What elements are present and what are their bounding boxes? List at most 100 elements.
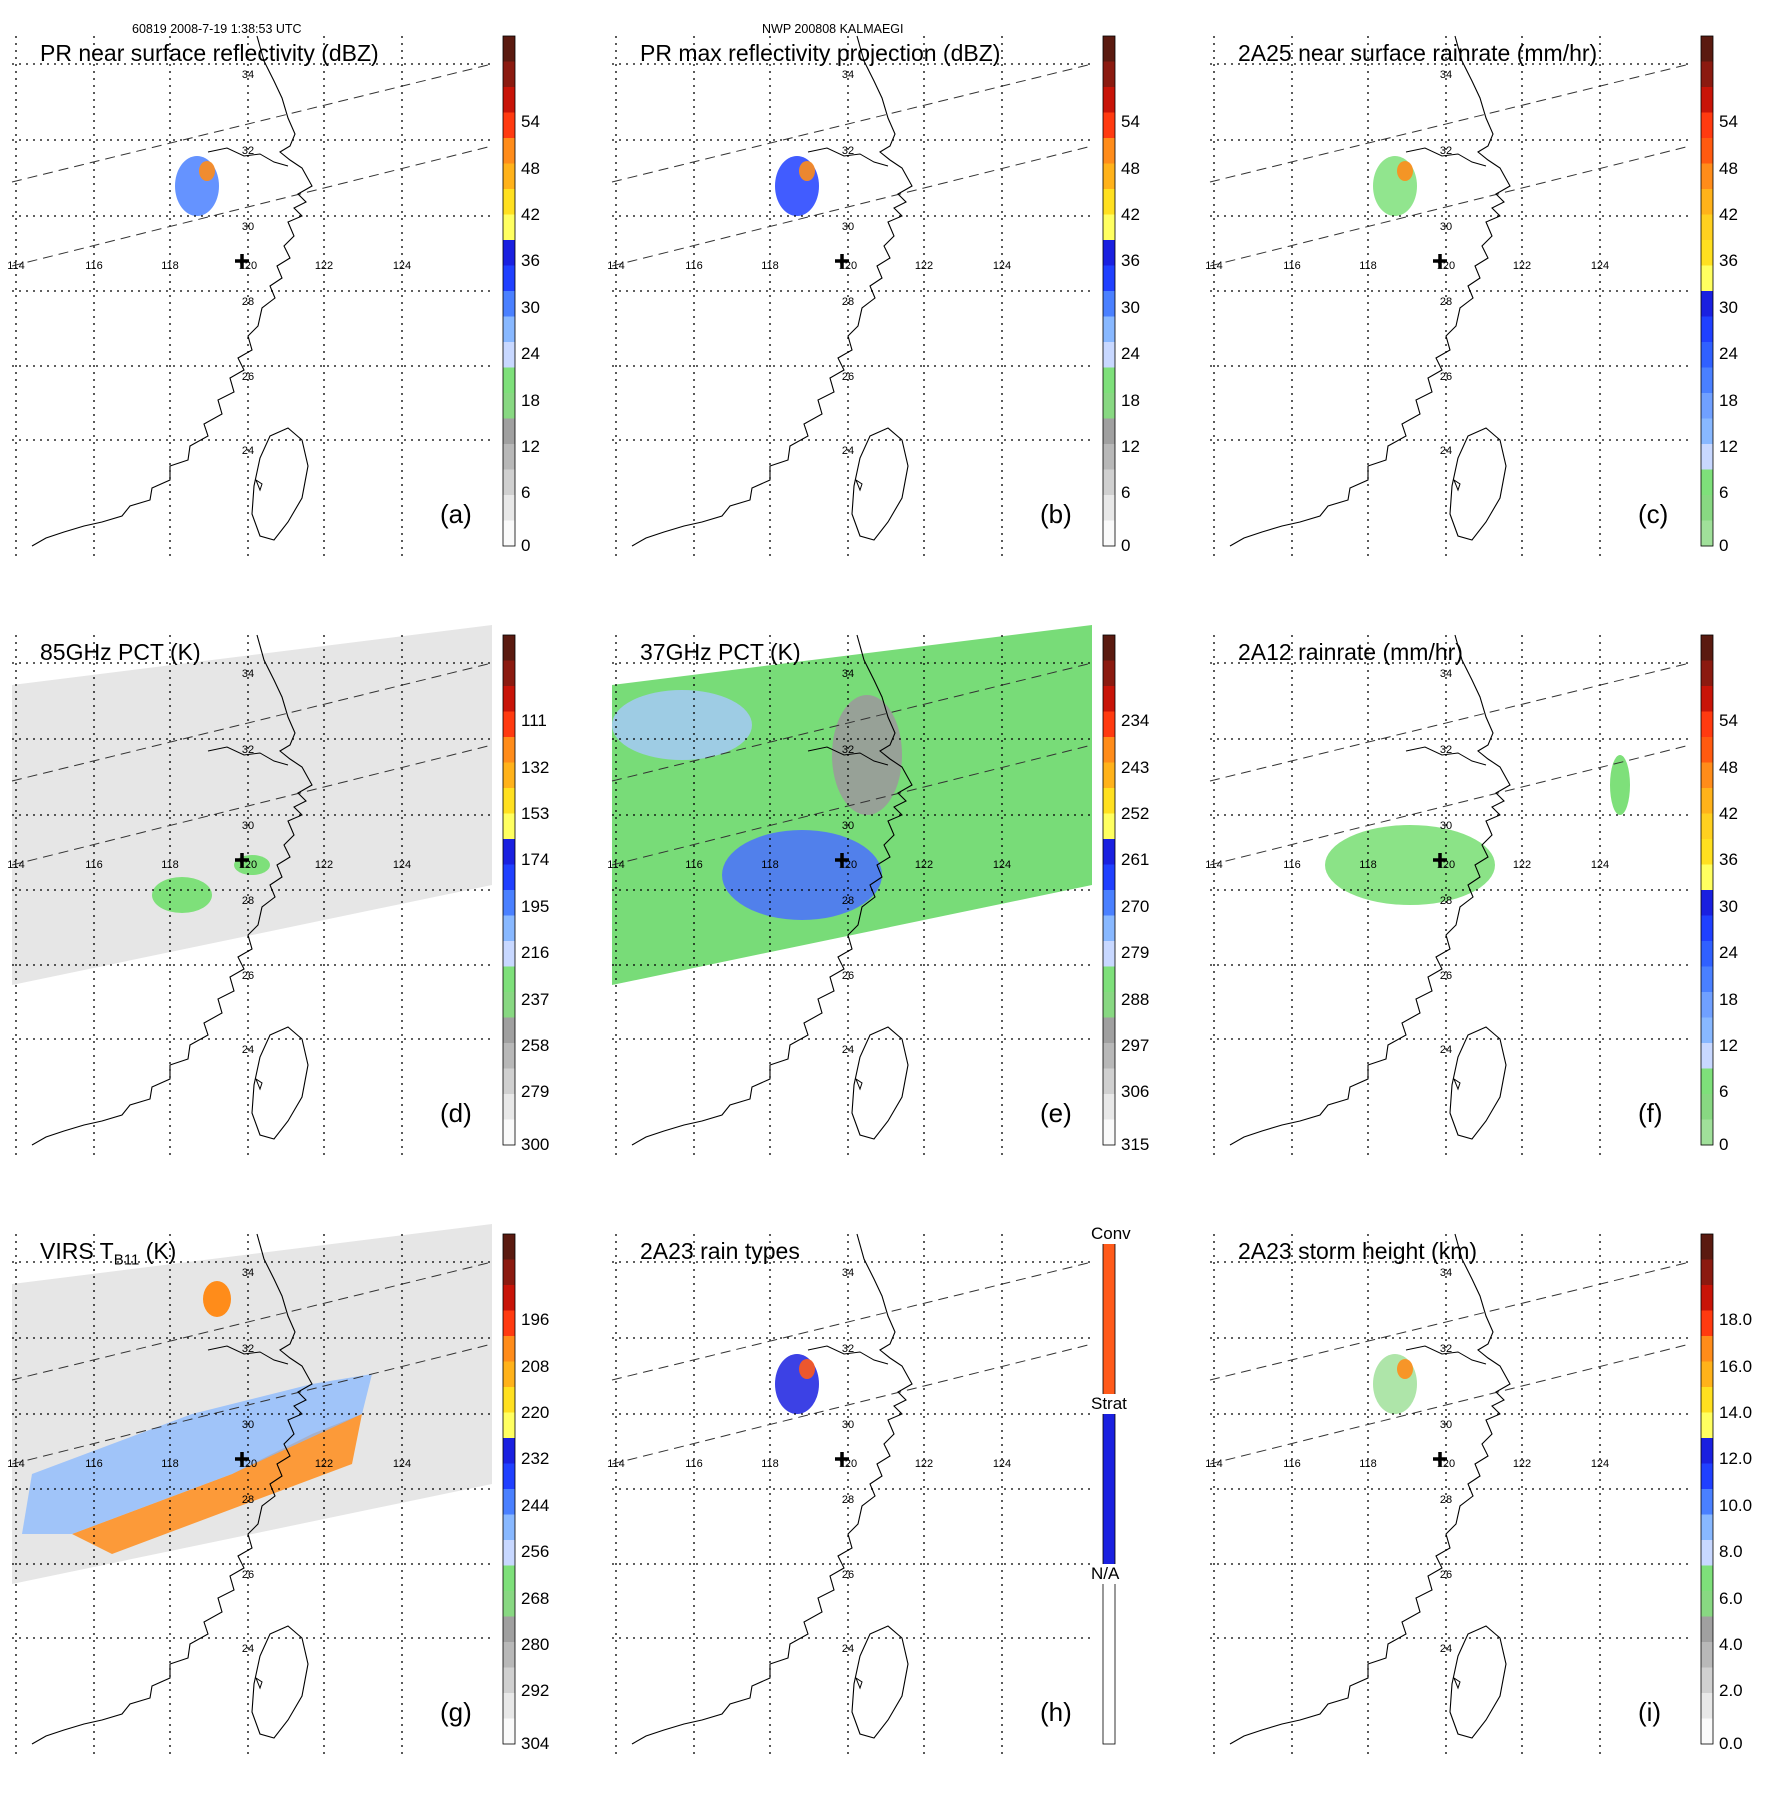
taiwan-outline — [851, 427, 909, 541]
colorbar-segment — [503, 520, 515, 547]
colorbar-tick-label: 12 — [1719, 1035, 1738, 1055]
panel-title-main: VIRS T — [40, 1238, 114, 1264]
colorbar-tick-label: 0 — [1121, 536, 1131, 555]
colorbar-segment — [1103, 992, 1115, 1018]
colorbar-tick-label: 54 — [521, 112, 540, 132]
map-panel-c: 114 116 118 120 122 124 34 32 30 28 26 24 2A25 near … — [1205, 35, 1738, 596]
colorbar-tick-label: 24 — [1719, 344, 1738, 364]
longitude-label: 118 — [161, 859, 179, 871]
latitude-label: 26 — [242, 1569, 254, 1581]
latitude-label: 30 — [842, 221, 854, 233]
latitude-label: 32 — [842, 744, 854, 756]
panel-label: (f) — [1638, 1098, 1663, 1128]
river-outline — [807, 147, 889, 167]
panel-title: 2A25 near surface rainrate (mm/hr) — [1238, 40, 1598, 66]
colorbar-tick-label: 288 — [1121, 989, 1150, 1009]
colorbar-segment — [1103, 1068, 1115, 1095]
map-canvas-c: 114 116 118 120 122 124 34 32 30 28 26 24 — [1205, 35, 1714, 556]
colorbar-segment — [503, 1463, 515, 1490]
colorbar-border — [502, 1233, 516, 1745]
colorbar-segment — [503, 291, 515, 317]
colorbar-segment — [1701, 240, 1713, 266]
precip-region — [1325, 825, 1495, 905]
colorbar-segment — [1103, 520, 1115, 547]
longitude-label: 122 — [915, 859, 933, 871]
colorbar-tick-label: 30 — [1719, 896, 1738, 916]
colorbar-segment — [1103, 469, 1115, 496]
colorbar-segment — [1103, 1574, 1115, 1745]
colorbar-segment — [1701, 1017, 1713, 1044]
colorbar-tick-label: 268 — [521, 1588, 550, 1608]
colorbar-segment — [1103, 839, 1115, 865]
colorbar-segment — [1103, 813, 1115, 840]
colorbar-tick-label: Conv — [1091, 1224, 1131, 1244]
colorbar-tick-label: 12 — [1121, 436, 1140, 456]
colorbar-tick-label: 237 — [521, 989, 550, 1009]
colorbar-tick-label: 195 — [521, 896, 550, 916]
swath-edge-line — [611, 1261, 1093, 1381]
swath-edge-line — [611, 145, 1093, 267]
storm-center-marker — [835, 853, 849, 867]
taiwan-outline — [251, 1625, 309, 1739]
panel-title-subscript: B11 — [113, 1251, 140, 1269]
colorbar-segment — [503, 762, 515, 789]
colorbar-segment — [503, 1017, 515, 1044]
colorbar-segment — [1701, 138, 1713, 164]
latitude-label: 32 — [1440, 145, 1452, 157]
colorbar-tick-label: N/A — [1091, 1564, 1120, 1584]
colorbar-segment — [1701, 711, 1713, 738]
colorbar-tick-label: 30 — [1719, 297, 1738, 317]
colorbar-segment — [1701, 291, 1713, 317]
longitude-label: 116 — [685, 1458, 703, 1470]
latitude-label: 32 — [242, 1343, 254, 1355]
latitude-label: 30 — [1440, 820, 1452, 832]
taiwan-outline — [251, 427, 309, 541]
longitude-label: 124 — [993, 260, 1011, 272]
colorbar-tick-label: 208 — [521, 1356, 550, 1376]
latitude-label: 30 — [242, 1419, 254, 1431]
colorbar-segment — [1103, 1119, 1115, 1146]
longitude-label: 124 — [993, 859, 1011, 871]
colorbar-segment — [1701, 890, 1713, 916]
colorbar-tick-label: 220 — [521, 1403, 550, 1423]
colorbar-segment — [503, 788, 515, 814]
colorbar-segment — [503, 737, 515, 763]
colorbar-tick-label: 279 — [1121, 943, 1150, 963]
colorbar-segment — [1103, 737, 1115, 763]
colorbar-segment — [1103, 138, 1115, 164]
colorbar-tick-label: 300 — [521, 1135, 550, 1154]
colorbar-segment — [503, 444, 515, 470]
longitude-label: 122 — [915, 260, 933, 272]
storm-center-marker — [835, 1452, 849, 1466]
colorbar-segment — [1701, 418, 1713, 445]
longitude-label: 124 — [393, 1458, 411, 1470]
longitude-label: 122 — [1513, 1458, 1531, 1470]
longitude-label: 114 — [607, 1458, 625, 1470]
colorbar-tick-label: 234 — [1121, 711, 1150, 731]
colorbar-segment — [1701, 1361, 1713, 1388]
colorbar-tick-label: 36 — [1719, 251, 1738, 271]
colorbar-tick-label: 232 — [521, 1449, 550, 1469]
colorbar-tick-label: 18 — [1121, 390, 1140, 410]
colorbar-segment — [1701, 342, 1713, 368]
colorbar-tick-label: 0.0 — [1719, 1734, 1743, 1753]
colorbar-segment — [1103, 1404, 1115, 1575]
colorbar-tick-label: 54 — [1719, 711, 1738, 731]
longitude-label: 124 — [1591, 260, 1609, 272]
longitude-label: 118 — [761, 1458, 779, 1470]
colorbar-segment — [1701, 1310, 1713, 1337]
colorbar-segment — [1701, 87, 1713, 113]
colorbar-tick-label: 54 — [1719, 112, 1738, 132]
precip-cell — [1397, 1359, 1413, 1379]
island-outline — [854, 1676, 863, 1690]
colorbar-segment — [503, 87, 515, 113]
swath-edge-line — [1209, 744, 1691, 866]
panel-title: 2A23 rain types — [640, 1238, 800, 1264]
longitude-label: 120 — [239, 1458, 257, 1470]
colorbar-tick-label: 132 — [521, 757, 550, 777]
latitude-label: 34 — [242, 668, 254, 680]
colorbar-segment — [1701, 316, 1713, 343]
colorbar-tick-label: 196 — [521, 1310, 550, 1330]
colorbar-segment — [503, 1489, 515, 1515]
longitude-label: 114 — [1205, 1458, 1223, 1470]
